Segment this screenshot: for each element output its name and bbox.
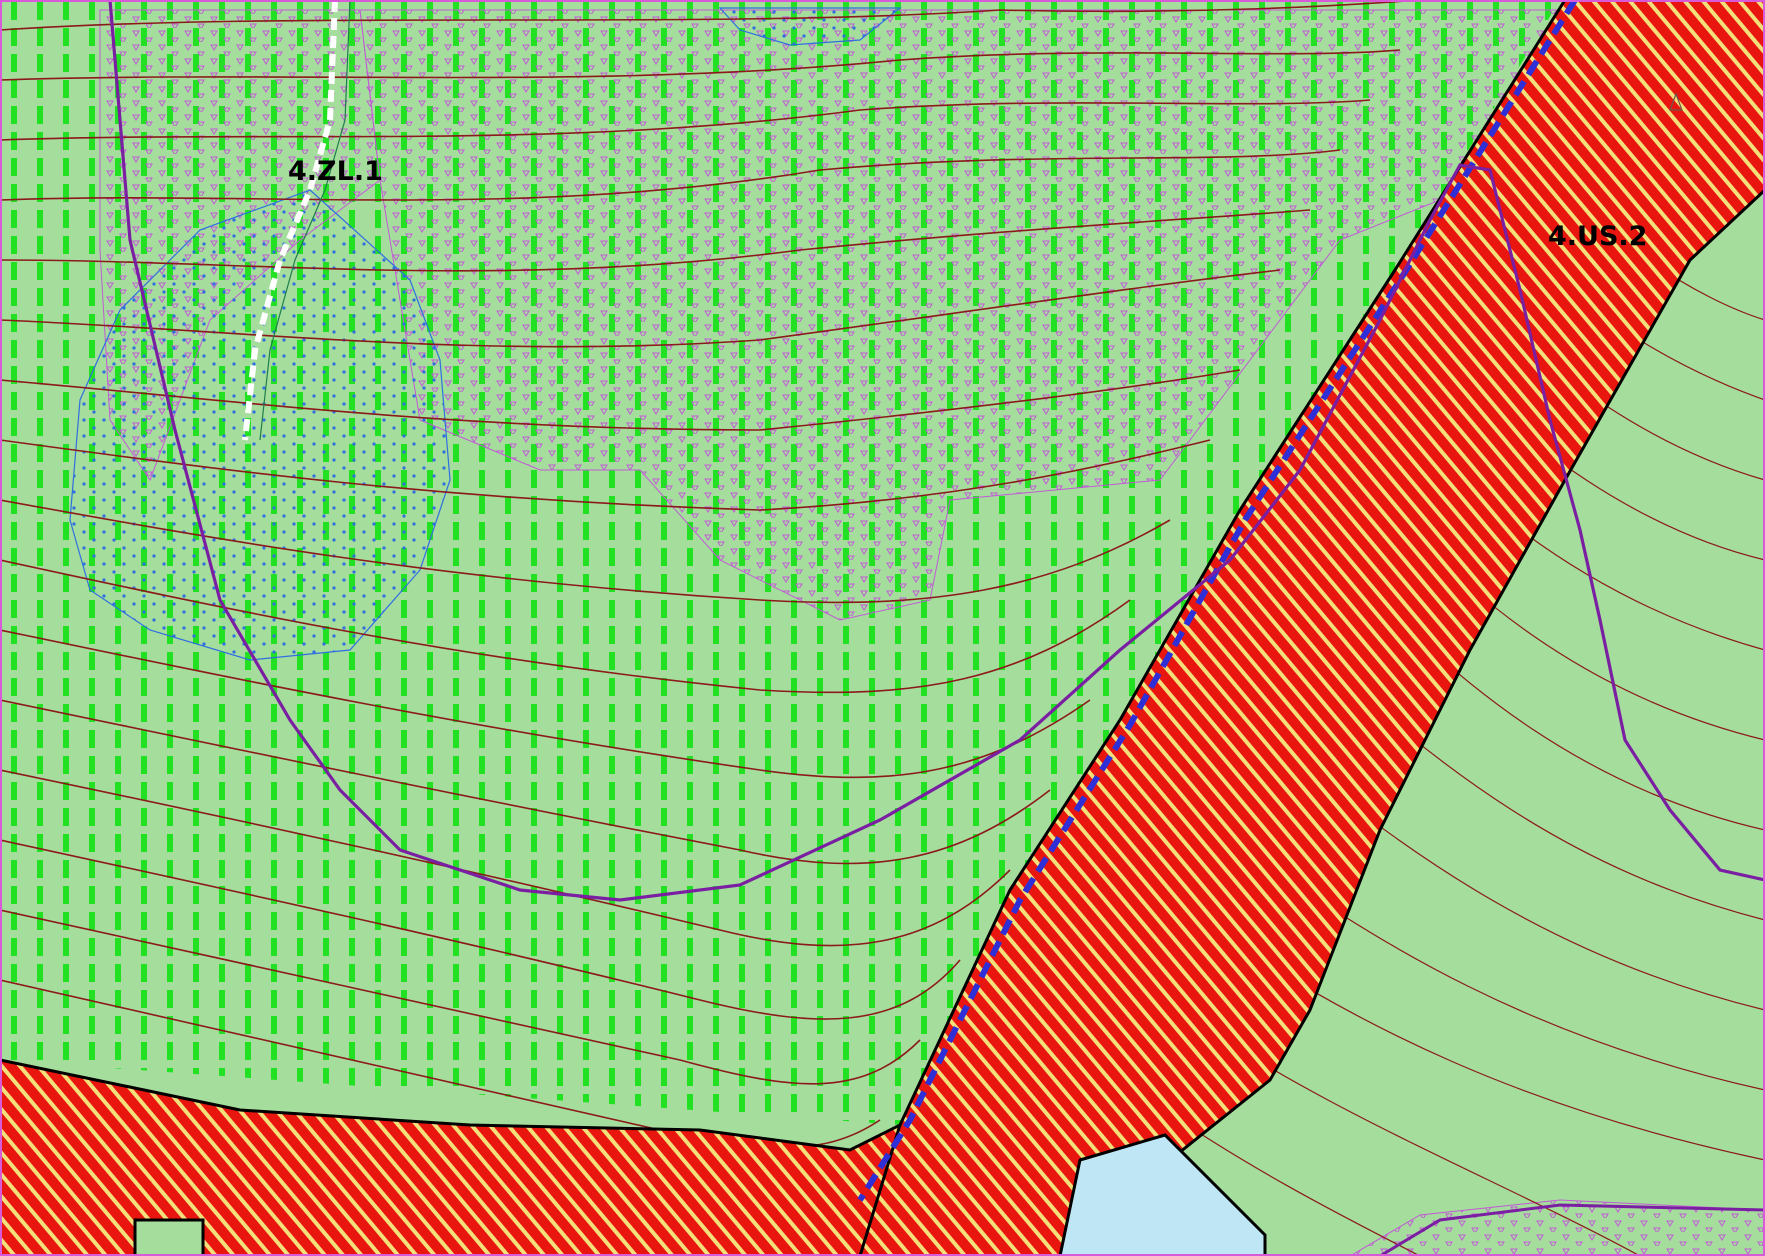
contour-line [0, 909, 921, 1085]
small-plot [133, 1218, 205, 1256]
forest-path-edge [259, 0, 351, 441]
contour-lines [0, 0, 1421, 1149]
water-body [1058, 1133, 1267, 1256]
water-boundary-line [857, 0, 1578, 1202]
contour-line [0, 99, 1371, 141]
contour-line [0, 629, 1091, 779]
forest-zone-label: 4.ZL.1 [288, 156, 383, 187]
contour-line [0, 209, 1311, 272]
boundary-line-bottom [1379, 1203, 1765, 1256]
north-arrow-icon [1669, 92, 1683, 111]
forest-path [242, 0, 338, 441]
contour-line [0, 769, 1011, 947]
boundary-line-left [108, 0, 1765, 902]
contour-line [0, 699, 1051, 865]
service-zone-label: 4.US.2 [1548, 221, 1647, 252]
contour-line [0, 0, 1421, 31]
protected-habitat-area-bottom-right [1349, 1199, 1765, 1256]
contour-line [0, 149, 1341, 201]
wetland-area [69, 189, 451, 661]
contour-line [0, 839, 961, 1020]
contour-line [0, 559, 1131, 694]
contour-line [0, 49, 1401, 81]
contour-line [0, 499, 1171, 604]
contour-line [0, 439, 1211, 511]
contour-line [0, 369, 1241, 431]
road-bottom-left [0, 1058, 903, 1256]
contour-line [0, 269, 1281, 348]
